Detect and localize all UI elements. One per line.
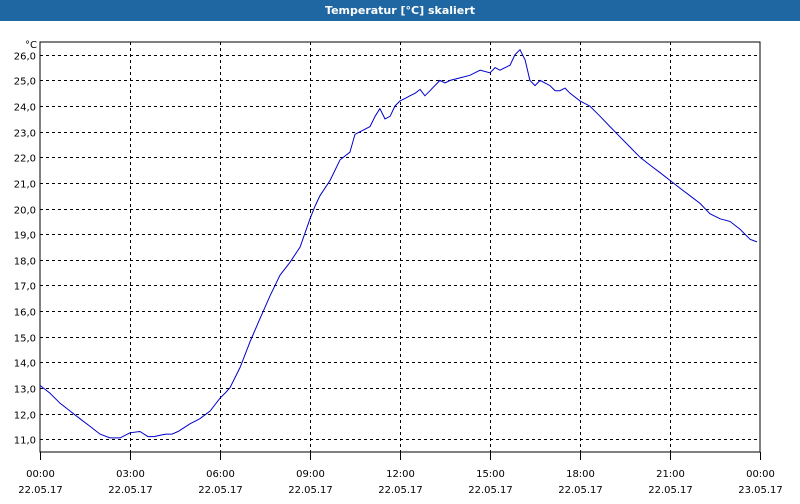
x-axis-ticks: 00:00 22.05.17 03:00 22.05.17 06:00 22.05.17 0… [18,452,783,496]
y-tick-label: 12,0 [14,411,36,422]
x-tick-label-date: 22.05.17 [288,485,333,496]
temperature-series-line [39,48,758,439]
x-tick-label-date: 23.05.17 [738,485,783,496]
x-tick-label-time: 00:00 [26,469,55,480]
x-tick-label-date: 22.05.17 [468,485,513,496]
temperature-chart: 11,0 12,0 13,0 14,0 15,0 16,0 17,0 18,0 19,0 20,0… [14,40,783,496]
y-tick-label: 15,0 [14,334,36,345]
y-tick-label: 17,0 [14,282,36,293]
x-tick-label-date: 22.05.17 [378,485,423,496]
y-tick-label: 26,0 [14,52,36,63]
x-tick-label-date: 22.05.17 [648,485,693,496]
x-tick-label-time: 18:00 [566,469,595,480]
y-tick-label: 24,0 [14,103,36,114]
x-tick-label-time: 03:00 [116,469,145,480]
x-tick-label-date: 22.05.17 [198,485,243,496]
x-tick-label-time: 09:00 [296,469,325,480]
y-tick-label: 18,0 [14,257,36,268]
x-tick-label-time: 21:00 [656,469,685,480]
chart-title: Temperatur [°C] skaliert [0,0,800,21]
y-axis-ticks: 11,0 12,0 13,0 14,0 15,0 16,0 17,0 18,0 19,0 20,0… [14,52,36,447]
plot-area: 11,0 12,0 13,0 14,0 15,0 16,0 17,0 18,0 19,0 20,0… [0,21,800,500]
y-tick-label: 11,0 [14,436,36,447]
series-layer [39,48,758,439]
x-tick-label-time: 06:00 [206,469,235,480]
x-tick-label-date: 22.05.17 [18,485,63,496]
y-axis-unit-label: °C [25,40,37,51]
y-tick-label: 19,0 [14,231,36,242]
y-tick-label: 23,0 [14,129,36,140]
y-tick-label: 13,0 [14,385,36,396]
x-tick-label-time: 00:00 [746,469,775,480]
y-tick-label: 22,0 [14,154,36,165]
y-tick-label: 20,0 [14,206,36,217]
x-tick-label-date: 22.05.17 [108,485,153,496]
gridlines [40,42,760,452]
y-tick-label: 25,0 [14,77,36,88]
x-tick-label-time: 12:00 [386,469,415,480]
x-tick-label-date: 22.05.17 [558,485,603,496]
x-tick-label-time: 15:00 [476,469,505,480]
y-tick-label: 16,0 [14,308,36,319]
y-tick-label: 14,0 [14,359,36,370]
y-tick-label: 21,0 [14,180,36,191]
